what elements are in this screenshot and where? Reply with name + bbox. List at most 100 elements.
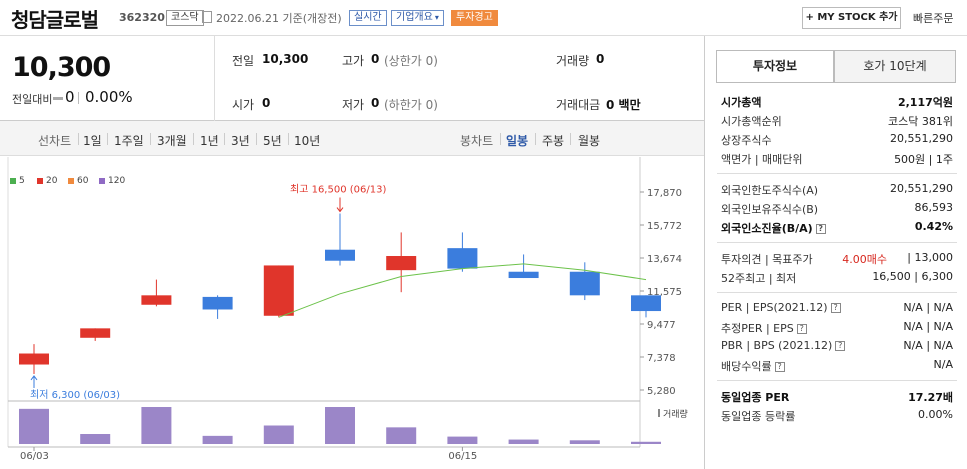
legend-swatch: [99, 177, 105, 184]
open-label: 시가: [232, 98, 255, 112]
tab-1d[interactable]: 1일: [83, 134, 102, 148]
tab-1w[interactable]: 1주일: [114, 134, 144, 148]
y-tick-label: 9,477: [647, 320, 676, 331]
info-key: 동일업종 등락률: [721, 410, 796, 423]
volume-bar: [631, 441, 661, 444]
tab-order-book[interactable]: 호가 10단계: [834, 50, 956, 83]
change-label: 전일대비: [12, 93, 53, 106]
legend-label: 20: [46, 176, 58, 186]
help-icon[interactable]: ?: [774, 362, 785, 372]
legend-ma20: 20: [37, 176, 57, 186]
info-value: 코스닥 381위: [888, 115, 953, 128]
open-value: 0: [262, 96, 271, 110]
info-key: 외국인한도주식수(A): [721, 184, 819, 197]
tab-10y[interactable]: 10년: [294, 134, 321, 148]
amount-label: 거래대금: [556, 98, 601, 112]
tab-3y[interactable]: 3년: [231, 134, 250, 148]
x-tick-label: 06/03: [20, 451, 49, 462]
company-overview-dropdown[interactable]: 기업개요 ▾: [391, 10, 444, 26]
tab-5y[interactable]: 5년: [263, 134, 282, 148]
candle-body: [141, 295, 172, 305]
divider: [535, 133, 536, 145]
line-chart-label: 선차트: [38, 134, 72, 148]
legend-ma60: 60: [68, 176, 88, 186]
stock-name: 청담글로벌: [11, 8, 99, 32]
info-row: 외국인소진율(B/A)? 0.42%: [721, 220, 953, 238]
info-key: 외국인보유주식수(B): [721, 203, 819, 216]
help-icon[interactable]: ?: [815, 224, 826, 234]
low-annotation: 최저 6,300 (06/03): [30, 389, 120, 401]
legend-swatch: [68, 177, 74, 184]
info-key: 배당수익률?: [721, 358, 785, 374]
divider: [717, 242, 957, 243]
y-tick-label: 17,870: [647, 188, 682, 199]
divider: [78, 92, 79, 104]
high-value: 0: [371, 52, 380, 66]
tab-investment-info[interactable]: 투자정보: [716, 50, 834, 83]
info-key: PBR | BPS (2021.12)?: [721, 339, 846, 352]
info-value: 500원 | 1주: [894, 153, 953, 166]
candle-body: [263, 265, 294, 316]
ma5-line: [278, 263, 647, 318]
candle-chart-label: 봉차트: [460, 134, 494, 148]
tab-3m[interactable]: 3개월: [157, 134, 187, 148]
market-tag: 코스닥: [166, 10, 204, 26]
add-my-stock-button[interactable]: + MY STOCK 추가: [802, 7, 901, 29]
change-value: 0: [65, 88, 75, 106]
current-price: 10,300: [12, 52, 111, 83]
info-key: 상장주식수: [721, 134, 772, 147]
divider: [214, 36, 215, 121]
volume-legend-mark: [658, 409, 660, 417]
help-icon[interactable]: ?: [835, 341, 846, 351]
stock-code: 362320: [119, 11, 165, 24]
info-row: 동일업종 PER 17.27배: [721, 389, 953, 407]
amount-value: 0 백만: [606, 98, 641, 112]
divider: [500, 133, 501, 145]
info-key: 외국인소진율(B/A)?: [721, 220, 826, 236]
price-chart: 5 20 60 120 17,870 15,772 13,674 11,575 9,47…: [0, 157, 704, 469]
legend-label: 120: [108, 176, 126, 186]
volume-value: 0: [596, 52, 605, 66]
info-key: 동일업종 PER: [721, 391, 790, 404]
divider: [107, 133, 108, 145]
legend-swatch: [10, 177, 16, 184]
chart-svg: 17,870 15,772 13,674 11,575 9,477 7,378 5,280 최…: [7, 157, 688, 462]
info-row: 시가총액 2,117억원: [721, 94, 953, 112]
upper-limit: (상한가 0): [384, 54, 438, 68]
tab-daily[interactable]: 일봉: [506, 134, 529, 148]
volume-bar: [80, 434, 111, 444]
divider: [717, 292, 957, 293]
info-value: 20,551,290: [890, 132, 953, 145]
tab-monthly[interactable]: 월봉: [578, 134, 601, 148]
fast-order-link[interactable]: 빠른주문: [913, 12, 954, 25]
candle-body: [386, 256, 417, 271]
info-row: 배당수익률? N/A: [721, 358, 953, 376]
target-price-value: | 13,000: [907, 251, 953, 264]
help-icon[interactable]: ?: [830, 303, 841, 313]
low-label: 저가: [342, 98, 365, 112]
tab-1y[interactable]: 1년: [200, 134, 219, 148]
divider: [716, 82, 956, 83]
info-value: N/A: [933, 358, 953, 371]
volume-bar: [19, 408, 49, 444]
info-key: 52주최고 | 최저: [721, 272, 797, 285]
calendar-icon: [202, 11, 212, 23]
help-icon[interactable]: ?: [796, 324, 807, 334]
tab-weekly[interactable]: 주봉: [542, 134, 565, 148]
high-annotation: 최고 16,500 (06/13): [290, 184, 386, 196]
volume-bar: [508, 439, 539, 444]
info-value: N/A | N/A: [903, 339, 953, 352]
info-row: 동일업종 등락률 0.00%: [721, 408, 953, 426]
divider: [78, 133, 79, 145]
info-value: 0.00%: [918, 408, 953, 421]
divider: [570, 133, 571, 145]
stock-header: 청담글로벌 362320 코스닥 2022.06.21 기준(개장전) 실시간 …: [0, 0, 967, 36]
realtime-tag[interactable]: 실시간: [349, 10, 387, 26]
info-row: PBR | BPS (2021.12)? N/A | N/A: [721, 339, 953, 357]
volume-bar: [386, 427, 417, 444]
info-value: 0.42%: [914, 220, 953, 233]
candle-body: [508, 271, 539, 279]
lower-limit: (하한가 0): [384, 98, 438, 112]
divider: [193, 133, 194, 145]
volume-bar: [447, 436, 478, 444]
